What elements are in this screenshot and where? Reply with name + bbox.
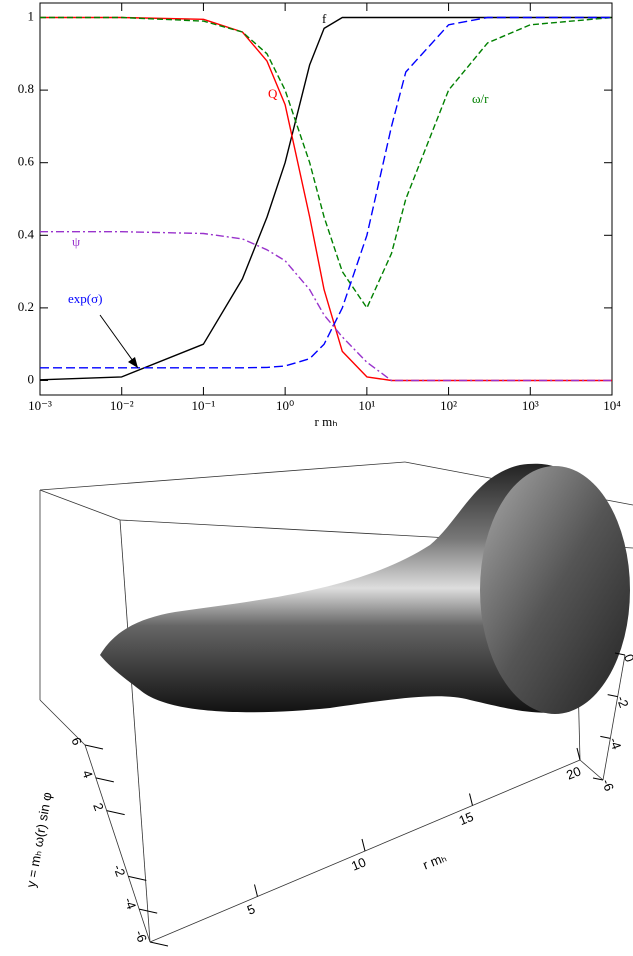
series-label: Q — [268, 86, 278, 101]
y-tick-label: 6 — [68, 735, 85, 747]
x-tick-label: 10⁻² — [110, 398, 134, 413]
series-line — [40, 231, 612, 382]
y-tick-label: 0.8 — [18, 81, 34, 96]
x-tick — [469, 793, 473, 806]
x-tick-label: 10⁻¹ — [192, 398, 216, 413]
x-tick-label: 10⁴ — [603, 398, 621, 413]
y-tick — [139, 908, 158, 914]
x-tick-label: 10² — [440, 398, 457, 413]
y-tick-label: 0.6 — [18, 154, 35, 169]
x-tick-label: 20 — [564, 763, 583, 782]
y-tick-label: 0.2 — [18, 299, 34, 314]
x-tick — [361, 838, 366, 852]
x-tick-label: 10³ — [522, 398, 539, 413]
series-line — [40, 16, 612, 382]
series-label: ω/r — [472, 91, 489, 106]
x-tick-label: 5 — [245, 901, 257, 918]
series-label: exp(σ) — [68, 291, 102, 306]
y-tick-label: 0.4 — [18, 226, 35, 241]
y-tick-label: -2 — [110, 863, 128, 879]
series-label: f — [322, 11, 327, 26]
x-tick-label: 10⁰ — [276, 398, 294, 413]
x-tick-label: 15 — [457, 809, 476, 828]
x-tick-label: 10¹ — [358, 398, 375, 413]
z-tick-label: -4 — [606, 735, 624, 751]
series-line — [40, 16, 612, 369]
series-line — [40, 16, 613, 309]
y-tick-label: 1 — [28, 9, 35, 24]
z-tick — [600, 735, 611, 739]
series-label: ψ — [72, 234, 80, 249]
x-axis-title: r mₕ — [421, 850, 449, 873]
y-tick — [149, 941, 169, 947]
x-axis-title: r mₕ — [315, 414, 338, 429]
z-tick-label: 0 — [621, 652, 633, 664]
x-tick — [254, 884, 258, 897]
z-tick — [592, 777, 604, 781]
horn-surface — [100, 463, 630, 714]
annotation-arrow — [99, 314, 139, 369]
z-tick-label: -2 — [614, 694, 632, 710]
annotation-arrowhead — [128, 357, 138, 368]
y-tick-label: -6 — [132, 928, 150, 944]
z-tick-label: -6 — [599, 777, 617, 793]
y-tick — [95, 777, 114, 783]
y-axis-title: y = mₕ ω(r) sin φ — [23, 791, 55, 889]
y-tick-label: 4 — [79, 768, 96, 780]
y-tick — [106, 810, 125, 816]
y-tick — [128, 875, 147, 881]
plot-frame — [39, 2, 613, 396]
z-tick — [607, 694, 618, 698]
x-tick — [576, 747, 581, 761]
y-tick-label: 0 — [28, 371, 35, 386]
x-tick-label: 10 — [349, 854, 368, 873]
y-tick-label: -4 — [121, 895, 139, 911]
y-tick-label: 2 — [90, 801, 107, 813]
series-line — [39, 16, 612, 381]
y-tick — [84, 744, 104, 750]
z-tick — [614, 652, 626, 656]
x-tick-label: 10⁻³ — [28, 398, 52, 413]
